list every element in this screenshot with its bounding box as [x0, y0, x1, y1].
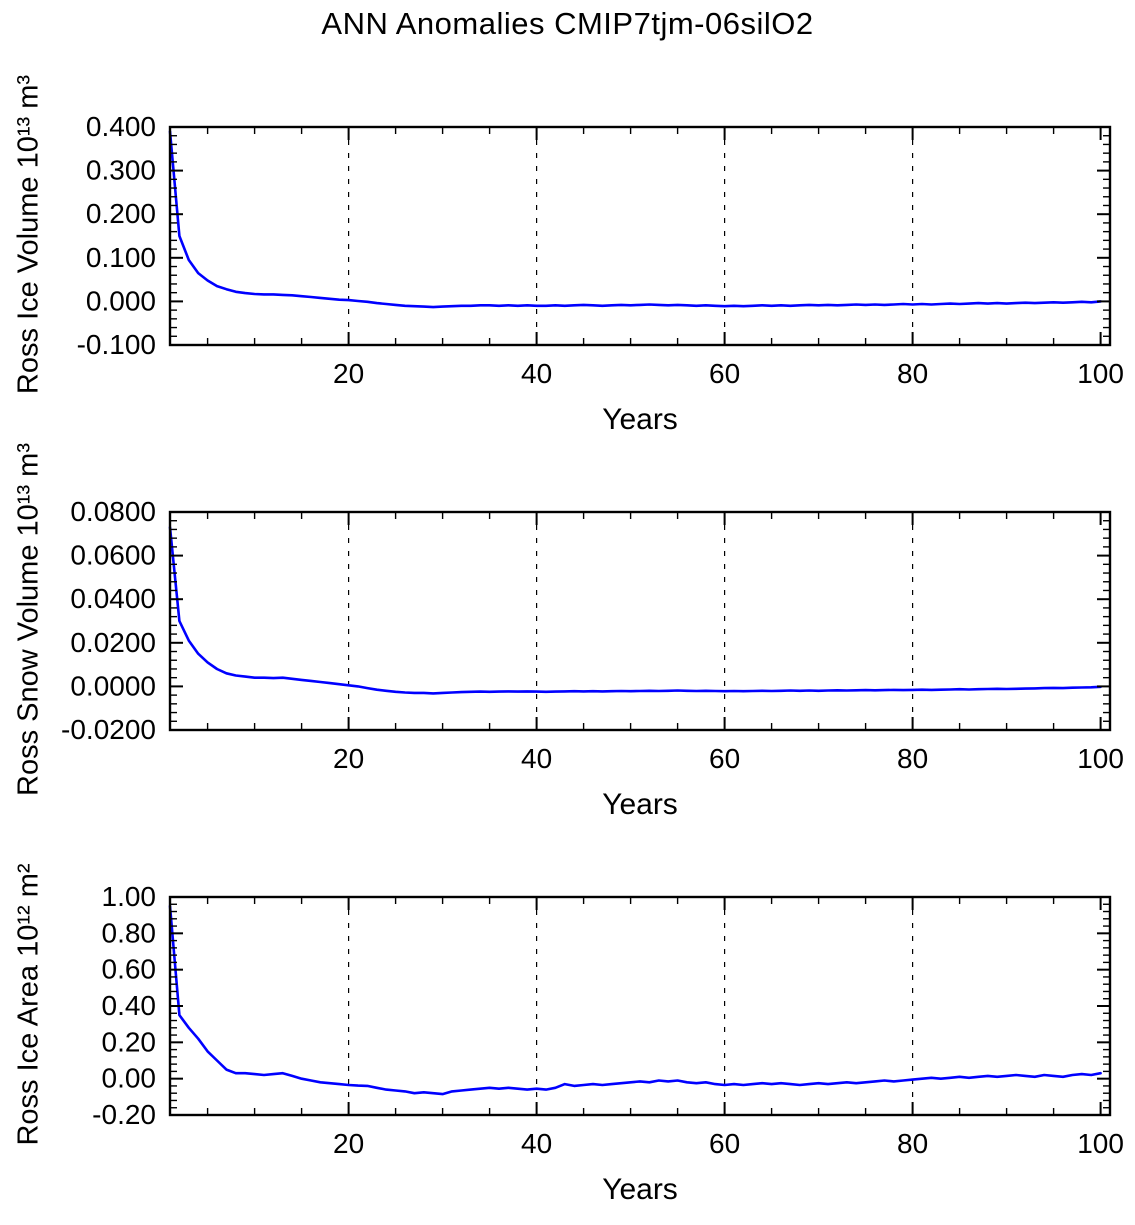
svg-text:-0.20: -0.20 [92, 1099, 156, 1130]
svg-text:20: 20 [333, 743, 364, 774]
svg-text:0.000: 0.000 [86, 285, 156, 316]
plot-area-snow-volume: 20 40 60 80 100 0.0800 0.0600 0.0400 0.0200 0.000… [0, 485, 1135, 785]
svg-text:40: 40 [521, 743, 552, 774]
svg-text:80: 80 [897, 358, 928, 389]
svg-text:0.100: 0.100 [86, 242, 156, 273]
svg-text:-0.0200: -0.0200 [61, 714, 156, 745]
x-axis-label-ice-volume: Years [602, 403, 678, 436]
svg-text:40: 40 [521, 358, 552, 389]
chart-title: ANN Anomalies CMIP7tjm-06silO2 [321, 6, 814, 41]
plot-area-ice-area: 20 40 60 80 100 1.00 0.80 0.60 0.40 0.20 0.00 -0.20 [0, 870, 1135, 1170]
svg-text:0.60: 0.60 [102, 954, 157, 985]
svg-text:0.40: 0.40 [102, 990, 157, 1021]
svg-text:-0.100: -0.100 [77, 329, 156, 360]
x-axis-label-snow-volume: Years [602, 788, 678, 821]
svg-text:60: 60 [709, 1128, 740, 1159]
svg-text:40: 40 [521, 1128, 552, 1159]
plot-area-ice-volume: 20 40 60 80 100 0.400 0.300 0.200 0.100 0.000 -0.1… [0, 100, 1135, 400]
svg-text:20: 20 [333, 358, 364, 389]
svg-text:60: 60 [709, 358, 740, 389]
svg-text:100: 100 [1077, 358, 1124, 389]
svg-text:0.200: 0.200 [86, 198, 156, 229]
svg-text:0.400: 0.400 [86, 111, 156, 142]
svg-text:1.00: 1.00 [102, 881, 157, 912]
svg-text:0.0000: 0.0000 [70, 670, 156, 701]
svg-text:0.80: 0.80 [102, 917, 157, 948]
svg-text:80: 80 [897, 743, 928, 774]
svg-text:0.00: 0.00 [102, 1063, 157, 1094]
svg-text:100: 100 [1077, 1128, 1124, 1159]
x-axis-label-ice-area: Years [602, 1173, 678, 1206]
svg-text:0.0800: 0.0800 [70, 496, 156, 527]
svg-text:0.0400: 0.0400 [70, 583, 156, 614]
svg-text:0.0600: 0.0600 [70, 540, 156, 571]
svg-text:0.300: 0.300 [86, 155, 156, 186]
svg-text:60: 60 [709, 743, 740, 774]
svg-text:100: 100 [1077, 743, 1124, 774]
svg-text:0.20: 0.20 [102, 1026, 157, 1057]
svg-text:20: 20 [333, 1128, 364, 1159]
svg-text:80: 80 [897, 1128, 928, 1159]
svg-text:0.0200: 0.0200 [70, 627, 156, 658]
